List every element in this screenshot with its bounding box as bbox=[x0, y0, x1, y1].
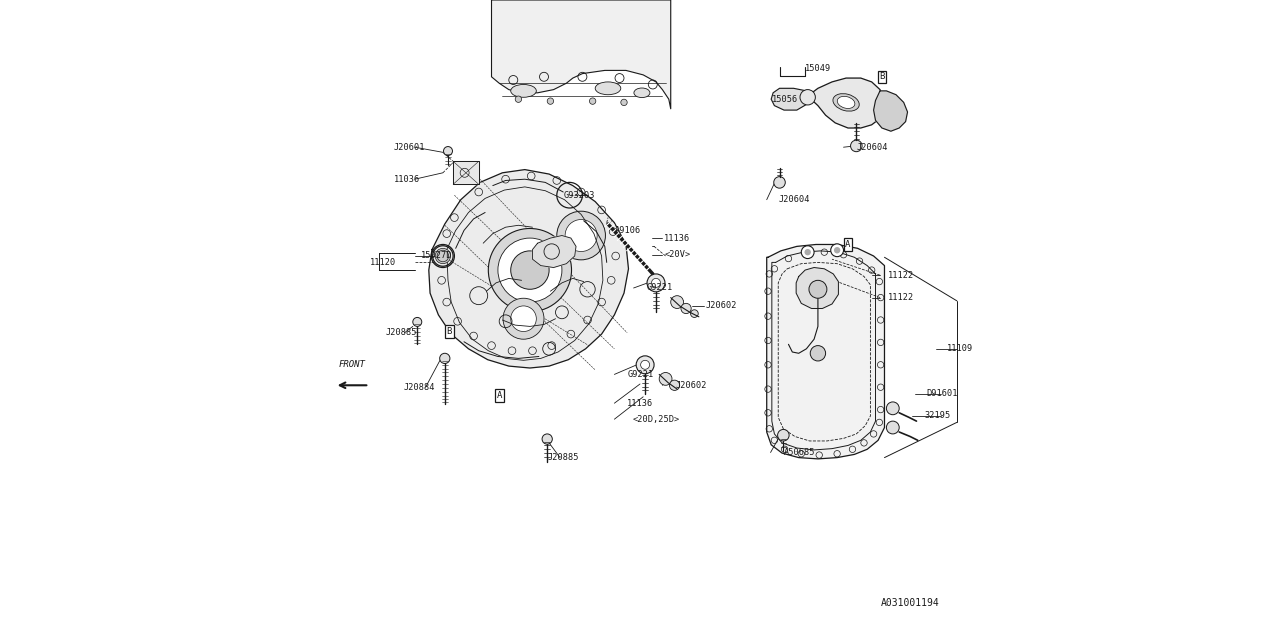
Text: G9221: G9221 bbox=[627, 370, 654, 379]
Circle shape bbox=[548, 98, 554, 104]
Text: J20884: J20884 bbox=[404, 383, 435, 392]
Text: A: A bbox=[845, 240, 851, 249]
Text: J20602: J20602 bbox=[676, 381, 707, 390]
Ellipse shape bbox=[595, 82, 621, 95]
Polygon shape bbox=[767, 244, 884, 459]
Text: 15027D: 15027D bbox=[420, 252, 452, 260]
Text: 11122: 11122 bbox=[888, 293, 915, 302]
Text: <20D,25D>: <20D,25D> bbox=[632, 415, 680, 424]
Text: B: B bbox=[879, 72, 884, 81]
Circle shape bbox=[801, 246, 814, 259]
Circle shape bbox=[671, 296, 684, 308]
Circle shape bbox=[636, 356, 654, 374]
Circle shape bbox=[621, 99, 627, 106]
Polygon shape bbox=[771, 88, 808, 110]
Circle shape bbox=[589, 98, 596, 104]
Circle shape bbox=[511, 306, 536, 332]
Circle shape bbox=[511, 251, 549, 289]
Circle shape bbox=[652, 278, 660, 287]
Circle shape bbox=[646, 274, 666, 292]
Text: <20V>: <20V> bbox=[664, 250, 691, 259]
Polygon shape bbox=[532, 236, 576, 268]
Text: B: B bbox=[447, 327, 452, 336]
Circle shape bbox=[810, 346, 826, 361]
Circle shape bbox=[831, 244, 844, 257]
Text: FRONT: FRONT bbox=[339, 360, 365, 369]
Text: 11136: 11136 bbox=[627, 399, 654, 408]
Text: A9106: A9106 bbox=[614, 226, 641, 235]
Text: 32195: 32195 bbox=[924, 412, 951, 420]
Circle shape bbox=[440, 353, 451, 364]
Text: 15056: 15056 bbox=[772, 95, 799, 104]
Circle shape bbox=[850, 140, 863, 152]
Circle shape bbox=[641, 360, 650, 369]
Ellipse shape bbox=[837, 97, 855, 108]
Text: 15049: 15049 bbox=[805, 64, 832, 73]
Polygon shape bbox=[429, 170, 628, 368]
Circle shape bbox=[566, 220, 596, 252]
Text: G9221: G9221 bbox=[646, 284, 673, 292]
Text: A50685: A50685 bbox=[783, 448, 815, 457]
Polygon shape bbox=[453, 161, 479, 184]
Circle shape bbox=[515, 96, 522, 102]
Circle shape bbox=[435, 248, 451, 264]
Polygon shape bbox=[796, 268, 838, 308]
Text: 11109: 11109 bbox=[947, 344, 974, 353]
Text: G93203: G93203 bbox=[563, 191, 595, 200]
Circle shape bbox=[659, 372, 672, 385]
Circle shape bbox=[412, 317, 422, 326]
Circle shape bbox=[809, 280, 827, 298]
Text: 11120: 11120 bbox=[370, 258, 397, 267]
Circle shape bbox=[557, 211, 605, 260]
Circle shape bbox=[444, 147, 453, 156]
Ellipse shape bbox=[833, 93, 859, 111]
Text: A031001194: A031001194 bbox=[881, 598, 940, 608]
Circle shape bbox=[886, 421, 899, 434]
Text: J20604: J20604 bbox=[778, 195, 810, 204]
Circle shape bbox=[543, 434, 553, 444]
Text: J20604: J20604 bbox=[856, 143, 888, 152]
Text: 11036: 11036 bbox=[394, 175, 420, 184]
Circle shape bbox=[691, 310, 699, 317]
Circle shape bbox=[805, 249, 812, 255]
Circle shape bbox=[800, 90, 815, 105]
Text: J20601: J20601 bbox=[394, 143, 425, 152]
Text: 11122: 11122 bbox=[888, 271, 915, 280]
Polygon shape bbox=[492, 0, 671, 109]
Circle shape bbox=[773, 177, 786, 188]
Text: A: A bbox=[497, 391, 502, 400]
Circle shape bbox=[778, 429, 788, 441]
Polygon shape bbox=[874, 91, 908, 131]
Ellipse shape bbox=[511, 84, 536, 97]
Circle shape bbox=[503, 298, 544, 339]
Polygon shape bbox=[808, 78, 884, 128]
Ellipse shape bbox=[634, 88, 650, 97]
Circle shape bbox=[681, 303, 691, 314]
Circle shape bbox=[669, 380, 680, 390]
Text: J20602: J20602 bbox=[705, 301, 737, 310]
Circle shape bbox=[886, 402, 899, 415]
Circle shape bbox=[835, 247, 841, 253]
Text: 11136: 11136 bbox=[664, 234, 691, 243]
Text: D91601: D91601 bbox=[927, 389, 959, 398]
Circle shape bbox=[489, 228, 572, 312]
Text: J20885: J20885 bbox=[548, 453, 579, 462]
Circle shape bbox=[498, 238, 562, 302]
Text: J20885: J20885 bbox=[385, 328, 417, 337]
Circle shape bbox=[438, 250, 449, 262]
